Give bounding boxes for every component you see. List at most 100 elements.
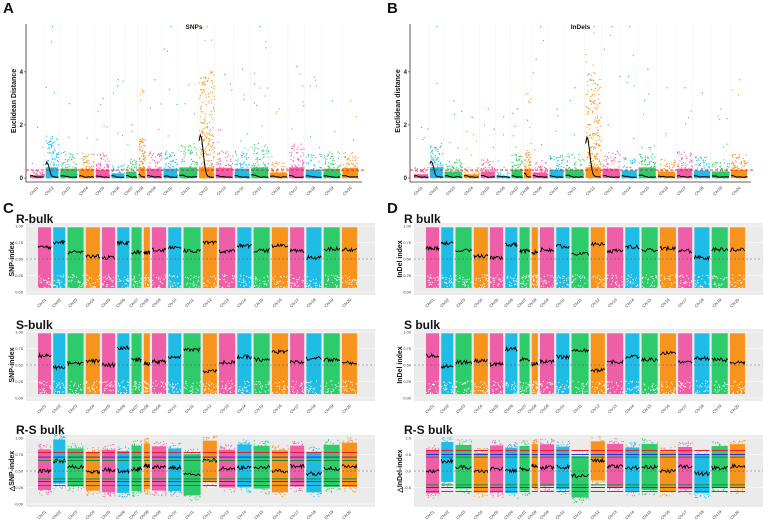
data-point — [569, 168, 572, 170]
data-point — [554, 159, 556, 161]
data-point — [246, 159, 248, 161]
data-point — [256, 279, 258, 281]
data-point — [616, 177, 618, 179]
data-point — [48, 176, 51, 178]
data-point — [664, 159, 666, 161]
data-point — [294, 282, 296, 284]
data-point — [137, 285, 139, 287]
data-point — [300, 160, 302, 162]
data-point — [724, 174, 726, 176]
data-point — [152, 279, 154, 281]
data-point — [525, 156, 527, 158]
data-point — [279, 162, 281, 164]
data-point — [168, 156, 171, 158]
data-point — [243, 281, 245, 283]
data-point — [575, 177, 577, 179]
data-point — [185, 168, 187, 171]
smoothed-line — [271, 242, 289, 249]
data-point — [293, 284, 295, 286]
data-point — [53, 163, 55, 165]
smoothed-line — [218, 248, 236, 254]
data-point — [734, 153, 736, 156]
data-point — [550, 171, 552, 174]
data-point — [248, 164, 250, 166]
data-point — [432, 170, 434, 172]
data-point — [127, 172, 129, 174]
data-point — [241, 156, 243, 158]
data-point — [719, 162, 722, 164]
outlier-point — [540, 26, 542, 28]
data-point — [632, 172, 634, 174]
data-point — [143, 138, 145, 141]
data-point — [145, 278, 147, 280]
data-point — [199, 82, 201, 84]
data-point — [153, 172, 156, 174]
data-point — [96, 139, 98, 141]
data-point — [70, 173, 72, 175]
data-point — [306, 282, 308, 284]
data-point — [91, 168, 93, 170]
data-point — [203, 76, 205, 79]
data-point — [267, 150, 270, 152]
x-tick-label: Chr13 — [219, 297, 231, 309]
data-point — [256, 157, 258, 159]
data-point — [503, 166, 505, 168]
data-point — [256, 177, 258, 179]
data-point — [111, 280, 113, 282]
data-point — [445, 163, 447, 166]
data-point — [199, 165, 201, 167]
data-point — [77, 281, 79, 283]
data-point — [325, 177, 327, 179]
data-point — [421, 174, 423, 176]
data-point — [525, 155, 527, 157]
data-point — [50, 284, 52, 286]
data-point — [301, 174, 303, 176]
data-point — [636, 177, 638, 179]
data-point — [726, 118, 728, 120]
data-point — [727, 177, 729, 179]
data-point — [566, 164, 569, 166]
data-point — [732, 174, 734, 176]
data-point — [123, 164, 125, 166]
data-point — [612, 152, 614, 154]
data-point — [703, 167, 706, 169]
data-point — [307, 176, 309, 178]
data-point — [182, 167, 184, 169]
data-point — [496, 177, 498, 179]
data-point — [439, 154, 441, 156]
data-point — [160, 103, 162, 105]
data-point — [734, 165, 736, 168]
data-point — [337, 177, 339, 179]
data-point — [151, 171, 153, 173]
data-point — [89, 276, 91, 278]
data-point — [436, 157, 438, 159]
data-point — [543, 170, 545, 172]
smoothed-line — [496, 175, 510, 178]
data-point — [61, 276, 63, 278]
data-point — [272, 162, 274, 164]
data-point — [326, 159, 328, 161]
data-point — [591, 111, 594, 113]
data-point — [336, 279, 338, 281]
outlier-point — [720, 108, 722, 110]
data-point — [732, 156, 734, 158]
data-point — [276, 162, 278, 164]
data-point — [742, 165, 744, 167]
data-point — [282, 175, 284, 177]
data-point — [103, 155, 105, 157]
data-point — [246, 275, 248, 277]
data-point — [242, 163, 244, 165]
data-point — [521, 168, 523, 170]
data-point — [578, 175, 580, 178]
data-point — [221, 150, 223, 152]
data-point — [589, 134, 592, 136]
data-point — [219, 164, 221, 166]
data-point — [59, 287, 61, 289]
data-point — [242, 154, 244, 157]
x-tick-label: Chr04 — [463, 185, 475, 197]
data-point — [219, 279, 221, 281]
data-point — [701, 167, 703, 170]
data-point — [595, 153, 597, 155]
data-point — [449, 142, 451, 144]
data-point — [104, 177, 106, 179]
